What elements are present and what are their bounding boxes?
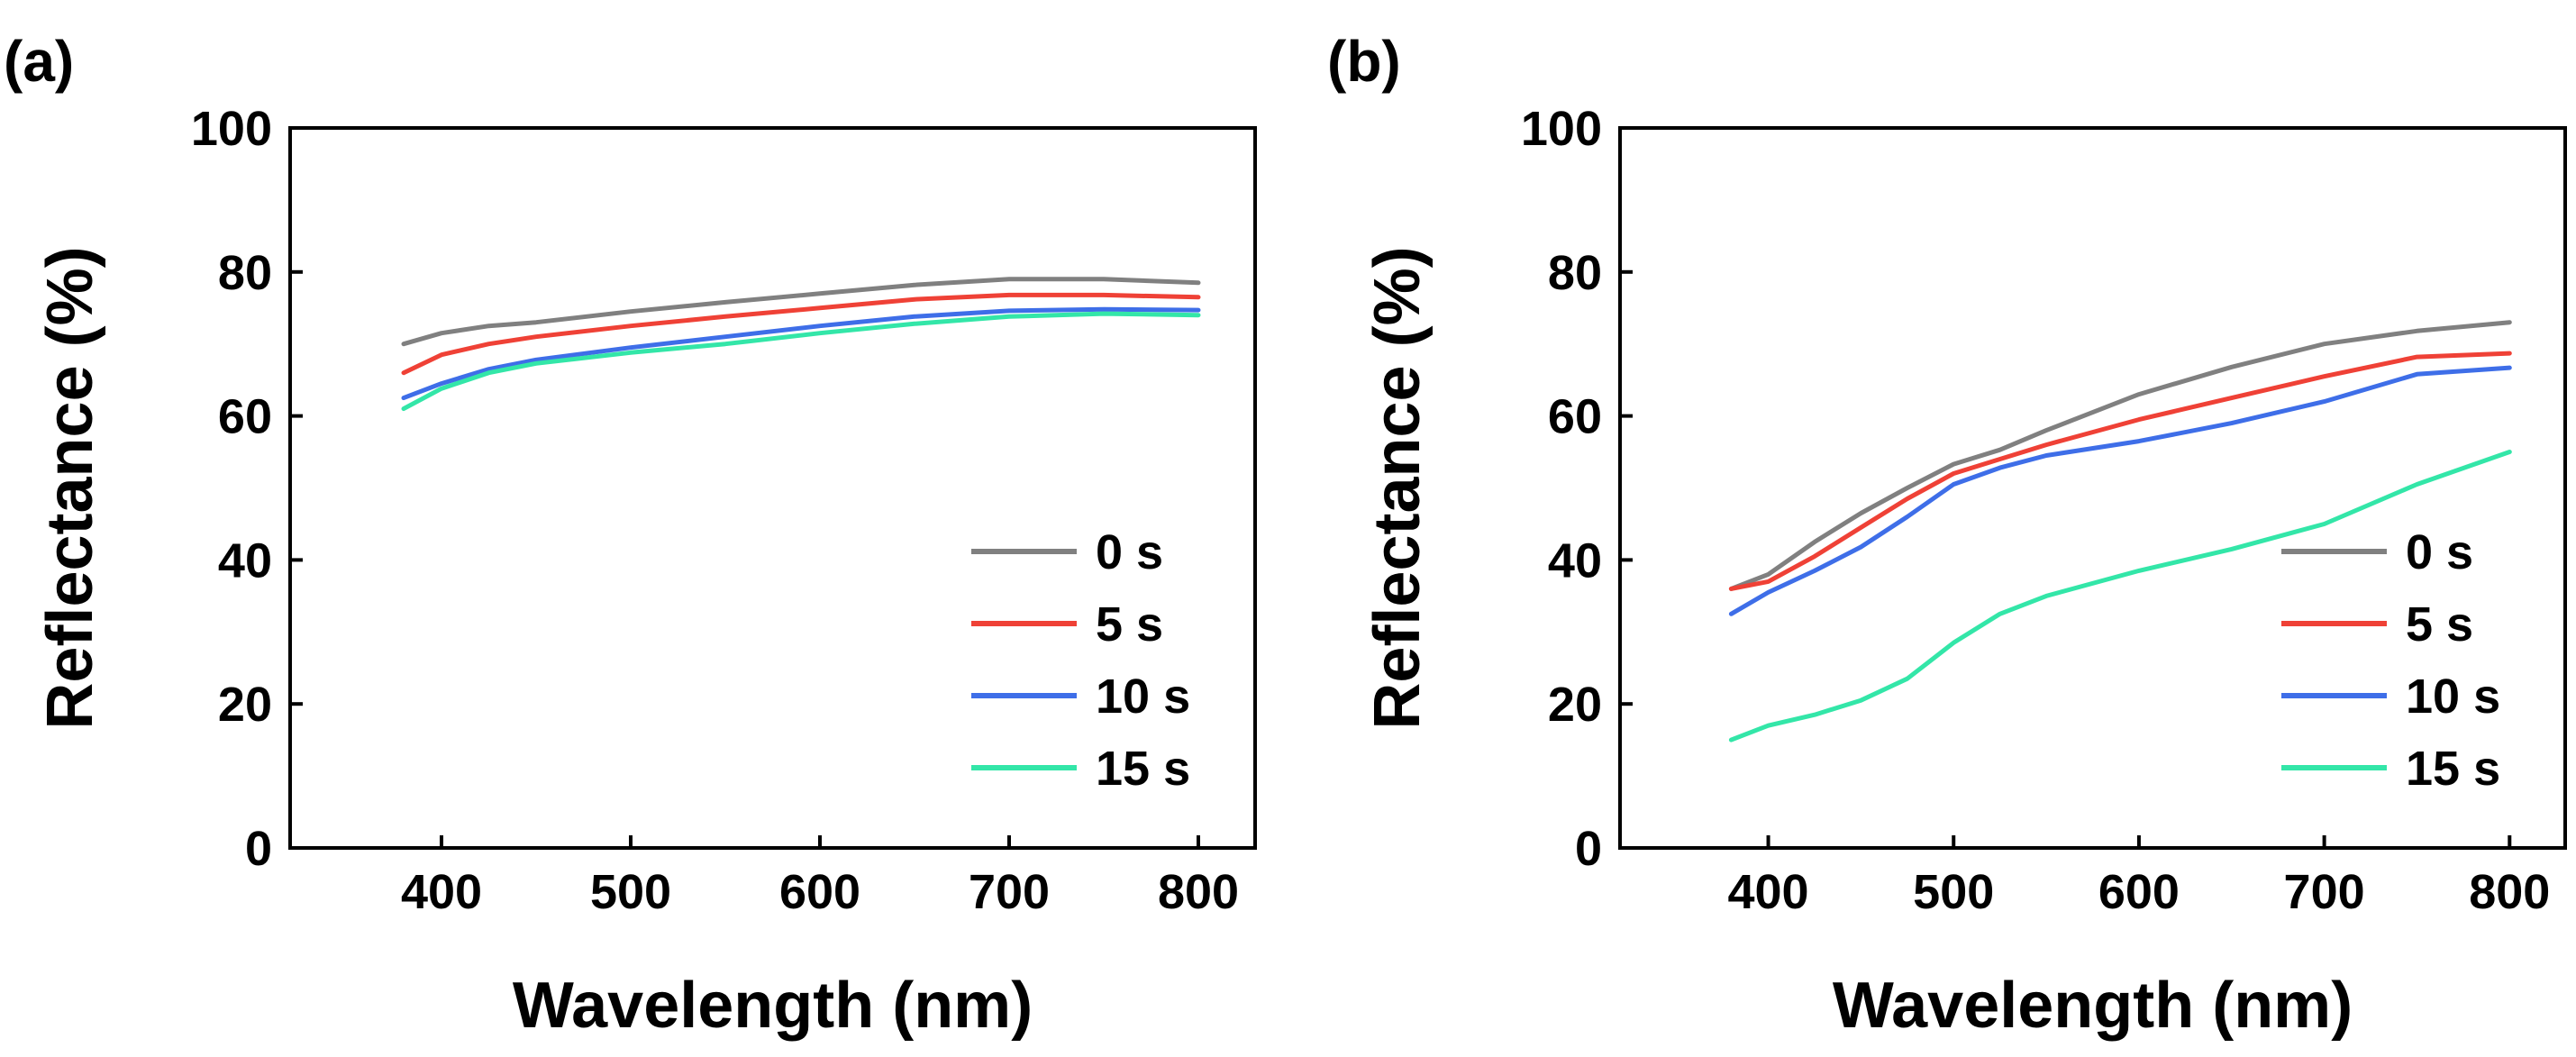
x-tick-label: 800	[2469, 865, 2550, 919]
panel-label-b: (b)	[1327, 29, 1401, 94]
series-line-5s	[1728, 351, 2512, 591]
x-tick-label: 700	[969, 865, 1050, 919]
legend-label: 0 s	[2406, 525, 2473, 579]
x-axis-title: Wavelength (nm)	[513, 970, 1033, 1042]
series-line-15s	[401, 311, 1201, 412]
y-tick-label: 100	[191, 102, 272, 156]
series-line-5s	[401, 292, 1201, 376]
chart-panel-a: (a) 0 20 40 60 80 100 400 500 600 700 800 Wavelengt…	[4, 29, 1257, 1042]
y-tick-label: 60	[1548, 390, 1602, 444]
x-tick-label: 500	[590, 865, 671, 919]
series-line-10s	[1728, 365, 2512, 616]
x-tick-label: 600	[779, 865, 860, 919]
y-tick-label: 80	[1548, 246, 1602, 300]
y-tick-label: 0	[1575, 822, 1602, 876]
x-tick-label: 600	[2098, 865, 2180, 919]
y-axis-title: Reflectance (%)	[1361, 246, 1434, 729]
legend-label: 10 s	[2406, 670, 2500, 724]
x-tick-label: 400	[1727, 865, 1808, 919]
legend-label: 5 s	[1096, 597, 1163, 652]
series-line-10s	[401, 306, 1201, 401]
series-line-0s	[1728, 320, 2512, 591]
x-tick-label: 700	[2284, 865, 2365, 919]
x-tick-label: 500	[1913, 865, 1994, 919]
y-tick-label: 40	[1548, 533, 1602, 588]
legend-label: 5 s	[2406, 597, 2473, 652]
series-line-15s	[1728, 450, 2512, 743]
plot-frame-b	[1618, 126, 2567, 850]
y-tick-label: 0	[245, 822, 272, 876]
x-axis-title: Wavelength (nm)	[1833, 970, 2353, 1042]
series-line-0s	[401, 277, 1201, 347]
legend-label: 15 s	[1096, 742, 1190, 796]
plot-frame-a	[288, 126, 1257, 850]
y-tick-label: 100	[1521, 102, 1602, 156]
x-tick-label: 800	[1158, 865, 1239, 919]
chart-panel-b: (b) 0 20 40 60 80 100 400 500 600 700 800 Wavelengt…	[1327, 29, 2567, 1042]
x-tick-label: 400	[401, 865, 482, 919]
y-tick-label: 40	[218, 533, 272, 588]
y-tick-label: 20	[218, 678, 272, 732]
legend-label: 15 s	[2406, 742, 2500, 796]
legend-label: 10 s	[1096, 670, 1190, 724]
y-tick-label: 60	[218, 390, 272, 444]
panel-label-a: (a)	[4, 29, 74, 94]
y-tick-label: 20	[1548, 678, 1602, 732]
legend-label: 0 s	[1096, 525, 1163, 579]
y-axis-title: Reflectance (%)	[34, 246, 106, 729]
y-tick-label: 80	[218, 246, 272, 300]
